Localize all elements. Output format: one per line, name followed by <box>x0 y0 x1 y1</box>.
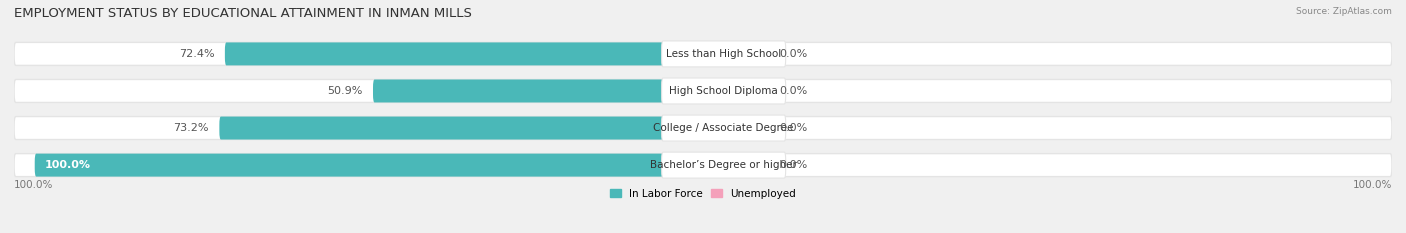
Text: 0.0%: 0.0% <box>779 160 807 170</box>
Text: College / Associate Degree: College / Associate Degree <box>654 123 794 133</box>
FancyBboxPatch shape <box>14 154 1392 177</box>
Legend: In Labor Force, Unemployed: In Labor Force, Unemployed <box>610 189 796 199</box>
Text: 50.9%: 50.9% <box>328 86 363 96</box>
Text: Bachelor’s Degree or higher: Bachelor’s Degree or higher <box>650 160 797 170</box>
FancyBboxPatch shape <box>662 78 786 104</box>
Text: EMPLOYMENT STATUS BY EDUCATIONAL ATTAINMENT IN INMAN MILLS: EMPLOYMENT STATUS BY EDUCATIONAL ATTAINM… <box>14 7 472 20</box>
FancyBboxPatch shape <box>724 116 772 140</box>
Text: 100.0%: 100.0% <box>14 180 53 190</box>
Text: 72.4%: 72.4% <box>179 49 215 59</box>
FancyBboxPatch shape <box>662 41 786 67</box>
FancyBboxPatch shape <box>724 42 772 65</box>
FancyBboxPatch shape <box>724 154 772 177</box>
Text: 0.0%: 0.0% <box>779 49 807 59</box>
Text: 0.0%: 0.0% <box>779 123 807 133</box>
FancyBboxPatch shape <box>35 154 724 177</box>
Text: Source: ZipAtlas.com: Source: ZipAtlas.com <box>1296 7 1392 16</box>
Text: Less than High School: Less than High School <box>666 49 782 59</box>
Text: 73.2%: 73.2% <box>173 123 209 133</box>
Text: 100.0%: 100.0% <box>45 160 91 170</box>
FancyBboxPatch shape <box>225 42 724 65</box>
Text: High School Diploma: High School Diploma <box>669 86 778 96</box>
FancyBboxPatch shape <box>14 42 1392 65</box>
FancyBboxPatch shape <box>724 79 772 103</box>
FancyBboxPatch shape <box>662 152 786 178</box>
Text: 100.0%: 100.0% <box>1353 180 1392 190</box>
FancyBboxPatch shape <box>219 116 724 140</box>
FancyBboxPatch shape <box>14 116 1392 140</box>
Text: 0.0%: 0.0% <box>779 86 807 96</box>
FancyBboxPatch shape <box>373 79 724 103</box>
FancyBboxPatch shape <box>14 79 1392 103</box>
FancyBboxPatch shape <box>662 115 786 141</box>
